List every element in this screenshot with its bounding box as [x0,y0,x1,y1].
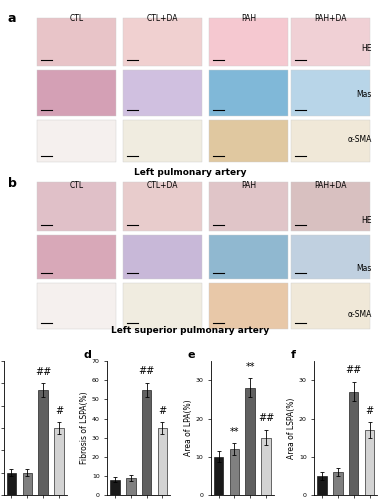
Text: Mas: Mas [356,264,371,273]
Text: HE: HE [361,44,371,52]
Text: ##: ## [139,366,155,376]
Text: #: # [55,406,63,416]
Text: PAH: PAH [241,180,256,190]
Text: a: a [8,12,16,25]
Y-axis label: Area of LSPA(%): Area of LSPA(%) [287,398,296,459]
Bar [158,428,167,495]
Text: Mas: Mas [356,90,371,99]
Text: e: e [187,350,195,360]
Text: CTL: CTL [70,180,84,190]
Bar [110,480,120,495]
Text: PAH: PAH [241,14,256,22]
Y-axis label: Area of LPA(%): Area of LPA(%) [184,400,193,456]
Bar [22,472,32,495]
Bar [230,449,239,495]
Bar [245,388,255,495]
Text: f: f [291,350,296,360]
Bar [333,472,343,495]
Bar [261,438,271,495]
Text: PAH+DA: PAH+DA [314,14,347,22]
Text: #: # [365,406,374,415]
Text: ##: ## [346,366,362,376]
Text: ##: ## [258,414,274,424]
Text: CTL: CTL [70,14,84,22]
Bar [214,457,223,495]
Text: PAH+DA: PAH+DA [314,180,347,190]
Y-axis label: Fibrosis of LSPA(%): Fibrosis of LSPA(%) [80,392,89,464]
Text: #: # [158,406,166,415]
Bar [6,472,16,495]
Bar [142,390,151,495]
Text: ##: ## [35,367,51,377]
Bar [38,390,48,495]
Bar [317,476,327,495]
Bar [54,428,64,495]
Bar [349,392,359,495]
Text: CTL+DA: CTL+DA [147,180,178,190]
Text: Left superior pulmonary artery: Left superior pulmonary artery [111,326,270,336]
Text: d: d [83,350,91,360]
Bar [365,430,375,495]
Text: α-SMA: α-SMA [347,310,371,320]
Text: **: ** [245,362,255,372]
Text: α-SMA: α-SMA [347,134,371,143]
Bar [126,478,136,495]
Text: **: ** [230,426,239,436]
Text: HE: HE [361,216,371,224]
Text: Left pulmonary artery: Left pulmonary artery [134,168,247,177]
Text: CTL+DA: CTL+DA [147,14,178,22]
Text: b: b [8,177,16,190]
